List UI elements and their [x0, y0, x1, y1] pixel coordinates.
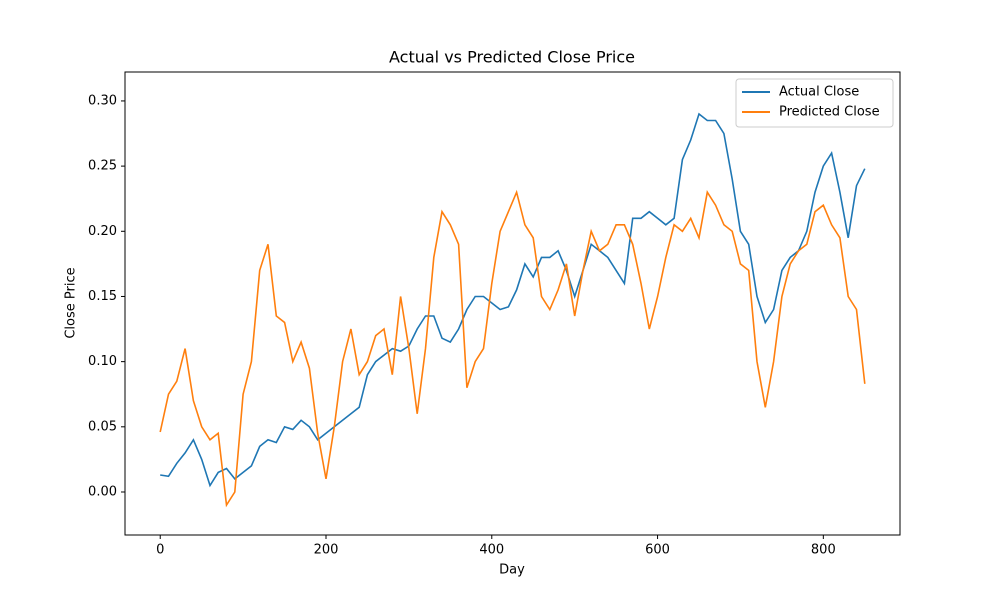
y-tick-label: 0.25 [88, 159, 117, 174]
series-line [160, 112, 866, 488]
y-tick-label: 0.30 [88, 93, 117, 108]
legend-label: Actual Close [779, 85, 859, 100]
x-tick-label: 400 [479, 543, 504, 558]
plot-frame [124, 71, 901, 536]
x-tick-label: 200 [314, 543, 339, 558]
y-tick-label: 0.10 [88, 354, 117, 369]
y-tick-label: 0.15 [88, 289, 117, 304]
y-tick-label: 0.00 [88, 484, 117, 499]
legend-box [735, 78, 894, 128]
y-axis-label: Close Price [64, 267, 79, 338]
chart-title: Actual vs Predicted Close Price [389, 48, 635, 67]
series-line [159, 189, 866, 508]
x-tick-label: 800 [811, 543, 836, 558]
y-tick-label: 0.20 [88, 224, 117, 239]
legend-label: Predicted Close [779, 105, 880, 120]
y-tick-label: 0.05 [88, 419, 117, 434]
x-axis-label: Day [499, 563, 525, 578]
x-tick-label: 600 [645, 543, 670, 558]
x-tick-label: 0 [156, 543, 164, 558]
